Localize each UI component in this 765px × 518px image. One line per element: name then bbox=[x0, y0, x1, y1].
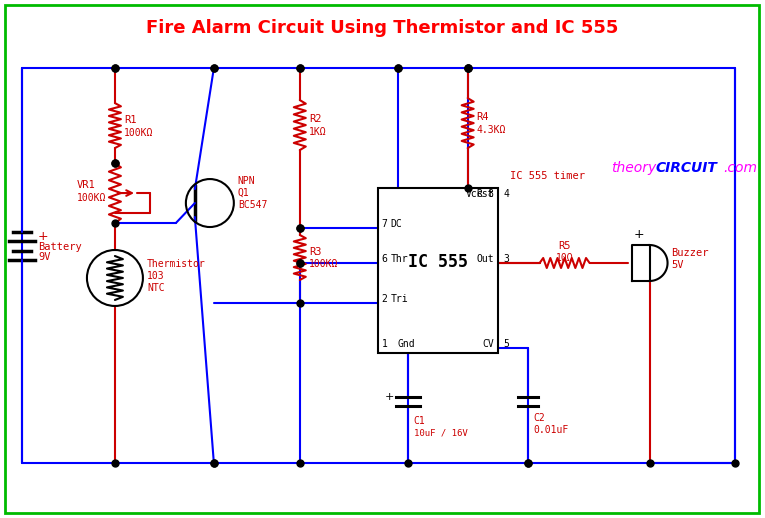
Text: 2: 2 bbox=[382, 294, 388, 304]
Text: NPN: NPN bbox=[238, 176, 256, 186]
Text: Thr: Thr bbox=[391, 254, 409, 264]
Text: Rst: Rst bbox=[476, 189, 493, 199]
Text: 1KΩ: 1KΩ bbox=[309, 127, 327, 137]
Text: .com: .com bbox=[724, 161, 757, 175]
Text: C1: C1 bbox=[414, 416, 425, 426]
Text: 100KΩ: 100KΩ bbox=[309, 260, 338, 269]
Text: VR1: VR1 bbox=[77, 180, 96, 190]
Text: Battery: Battery bbox=[38, 242, 82, 252]
Text: +: + bbox=[384, 392, 394, 402]
Text: Thermistor: Thermistor bbox=[147, 259, 206, 269]
Text: +: + bbox=[38, 229, 49, 242]
Text: DC: DC bbox=[391, 219, 402, 229]
Text: theory: theory bbox=[611, 161, 657, 175]
Text: 0.01uF: 0.01uF bbox=[534, 425, 569, 435]
Text: 5: 5 bbox=[503, 339, 509, 349]
Text: 9V: 9V bbox=[38, 252, 50, 262]
Text: 7: 7 bbox=[382, 219, 388, 229]
Text: IC 555: IC 555 bbox=[408, 253, 467, 271]
Text: CV: CV bbox=[482, 339, 493, 349]
Text: R1: R1 bbox=[124, 114, 136, 125]
Text: 10Ω: 10Ω bbox=[556, 253, 574, 263]
Text: 100KΩ: 100KΩ bbox=[124, 127, 153, 138]
Text: R2: R2 bbox=[309, 114, 321, 124]
Text: R3: R3 bbox=[309, 247, 321, 256]
Text: CIRCUIT: CIRCUIT bbox=[656, 161, 718, 175]
Text: R4: R4 bbox=[477, 112, 489, 122]
Text: 1: 1 bbox=[382, 339, 388, 349]
Text: Tri: Tri bbox=[391, 294, 409, 304]
Text: NTC: NTC bbox=[147, 283, 164, 293]
Text: Gnd: Gnd bbox=[398, 339, 415, 349]
FancyBboxPatch shape bbox=[378, 188, 498, 353]
Text: R5: R5 bbox=[558, 241, 571, 251]
Text: 4: 4 bbox=[503, 189, 509, 199]
Text: 6: 6 bbox=[382, 254, 388, 264]
Text: C2: C2 bbox=[534, 413, 545, 423]
Text: 100KΩ: 100KΩ bbox=[77, 193, 106, 203]
Text: +: + bbox=[633, 228, 644, 241]
Text: 8: 8 bbox=[488, 189, 493, 199]
Text: 3: 3 bbox=[503, 254, 509, 264]
Text: Q1: Q1 bbox=[238, 188, 249, 198]
Text: IC 555 timer: IC 555 timer bbox=[509, 171, 584, 181]
Text: 10uF / 16V: 10uF / 16V bbox=[414, 428, 467, 437]
Text: 4.3KΩ: 4.3KΩ bbox=[477, 125, 506, 135]
Text: 5V: 5V bbox=[672, 260, 684, 270]
Text: Vcc: Vcc bbox=[466, 189, 483, 199]
Text: Fire Alarm Circuit Using Thermistor and IC 555: Fire Alarm Circuit Using Thermistor and … bbox=[145, 19, 618, 37]
Text: Out: Out bbox=[476, 254, 493, 264]
Text: BC547: BC547 bbox=[238, 200, 267, 210]
Text: Buzzer: Buzzer bbox=[672, 248, 709, 258]
Text: 103: 103 bbox=[147, 271, 164, 281]
